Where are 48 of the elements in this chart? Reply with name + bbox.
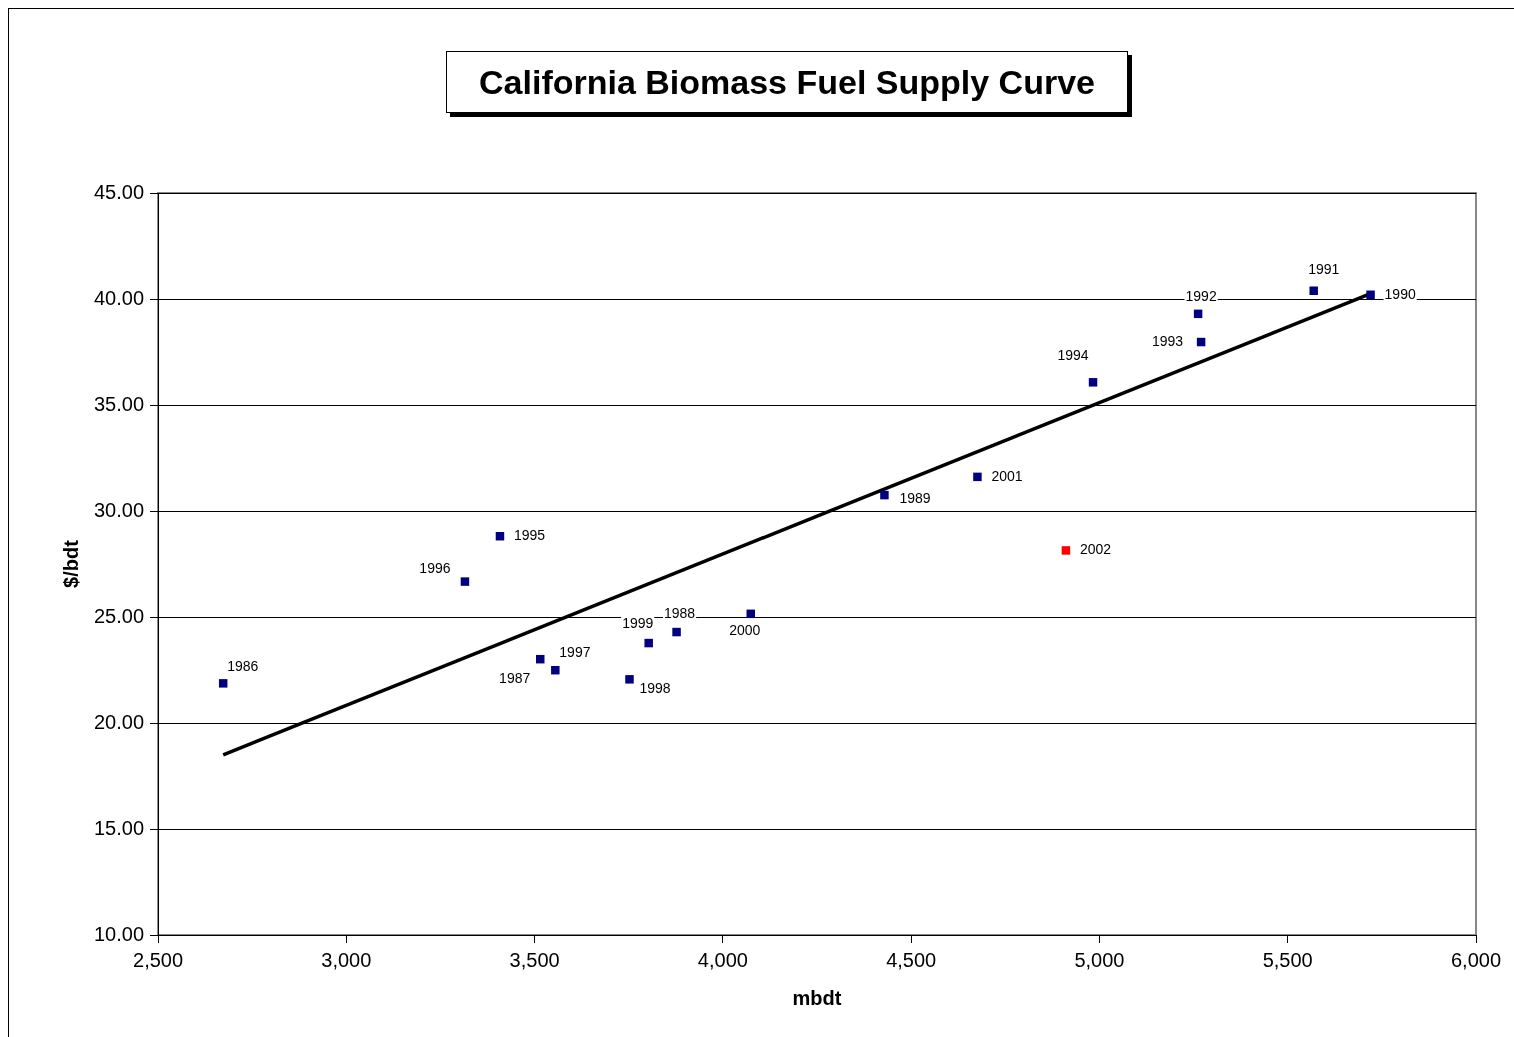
annotation: 1998 [639, 680, 671, 697]
x-tick-label: 4,000 [697, 948, 748, 971]
point [218, 679, 228, 688]
annotation: 1996 [419, 560, 451, 577]
annotation: 1992 [1185, 287, 1217, 304]
annotation: 1989 [899, 489, 931, 506]
annotation: 1987 [499, 670, 531, 687]
point [973, 472, 982, 482]
y-tick-label: 10.00 [93, 922, 145, 945]
point [1061, 546, 1071, 555]
chart-title: California Biomass Fuel Supply Curve [446, 51, 1128, 113]
x-tick-label: 6,000 [1450, 948, 1502, 971]
y-tick-label: 45.00 [93, 180, 145, 203]
annotation: 1993 [1151, 332, 1184, 349]
y-tick-label: 30.00 [93, 498, 145, 521]
x-tick-label: 3,500 [509, 948, 560, 971]
y-tick-label: 15.00 [93, 816, 145, 839]
annotation: 1997 [559, 644, 591, 661]
point [625, 675, 634, 684]
x-axis-title: mbdt [792, 986, 842, 1009]
annotation: 1990 [1384, 285, 1416, 302]
annotation: 1991 [1308, 260, 1340, 277]
point [672, 627, 681, 637]
point [1309, 286, 1318, 295]
x-tick-label: 5,000 [1074, 948, 1125, 971]
annotation: 1986 [227, 658, 259, 675]
x-tick-label: 2,500 [133, 948, 184, 971]
annotation: 1999 [622, 614, 654, 631]
point [551, 665, 560, 675]
annotation: 1995 [513, 527, 546, 544]
annotation: 2000 [729, 621, 761, 638]
x-tick-label: 5,500 [1262, 948, 1313, 971]
point [644, 638, 653, 648]
x-tick-label: 3,000 [321, 948, 372, 971]
y-tick-label: 35.00 [93, 392, 145, 415]
point [1088, 378, 1098, 387]
point [460, 577, 470, 586]
annotation: 1994 [1057, 347, 1089, 364]
y-tick-label: 20.00 [93, 710, 145, 733]
point [1366, 290, 1375, 299]
annotation: 1988 [663, 604, 696, 621]
annotation: 2002 [1079, 541, 1112, 558]
annotation: 2001 [991, 467, 1023, 484]
y-tick-label: 25.00 [93, 604, 145, 627]
x-tick-label: 4,500 [886, 948, 937, 971]
point [880, 490, 889, 500]
y-tick-label: 40.00 [93, 286, 145, 309]
y-axis-title: $/bdt [59, 539, 82, 588]
